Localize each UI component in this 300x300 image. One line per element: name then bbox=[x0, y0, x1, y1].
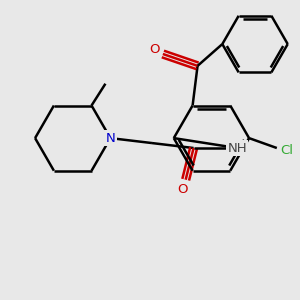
Text: O: O bbox=[150, 43, 160, 56]
Text: N: N bbox=[106, 132, 115, 145]
Text: O: O bbox=[177, 183, 188, 196]
Text: Cl: Cl bbox=[280, 143, 293, 157]
Text: NH: NH bbox=[227, 142, 247, 154]
